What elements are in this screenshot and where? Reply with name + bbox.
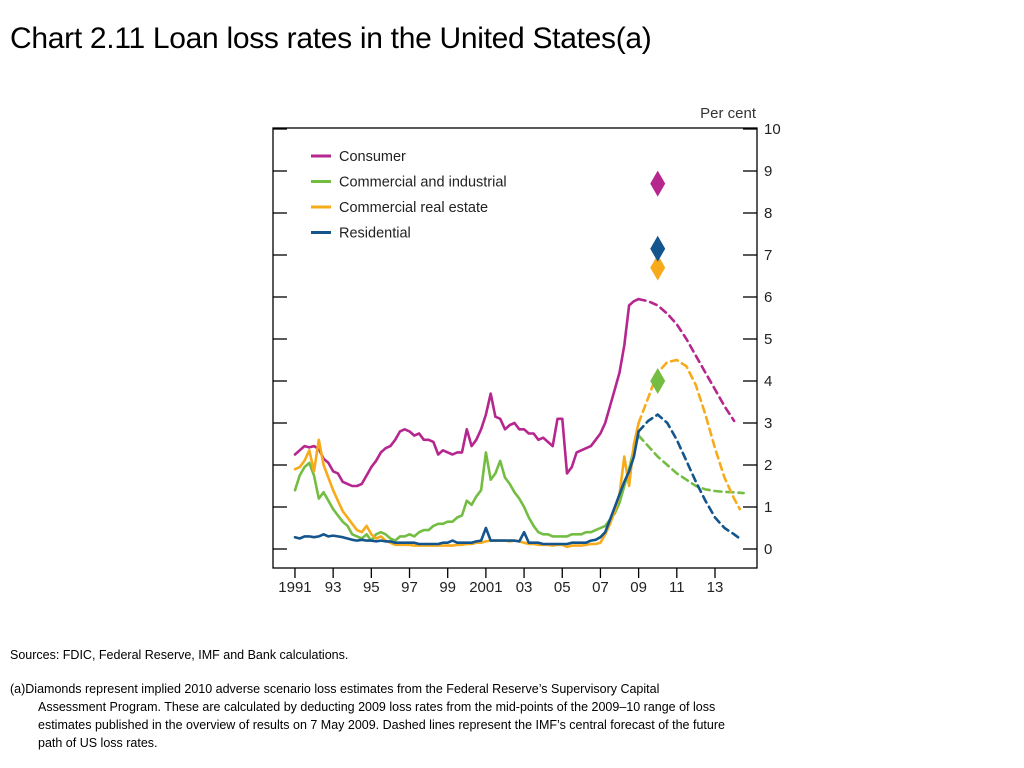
- series-line-consumer: [293, 297, 640, 488]
- x-tick-label: 07: [592, 579, 609, 596]
- plot-frame: [272, 127, 758, 569]
- y-tick-label: 9: [764, 163, 772, 180]
- y-tick-label: 2: [764, 457, 772, 474]
- scenario-diamond-residential: [650, 235, 666, 262]
- loan-loss-chart: 0 1 2 3 4 5 6 7 8 9 10 Per cent 1991 93 95 97 99 2001 03…: [272, 105, 781, 596]
- y-tick-label: 8: [764, 205, 772, 222]
- y-axis: 0 1 2 3 4 5 6 7 8 9 10: [273, 121, 781, 558]
- series-line-commercial-real-estate: [293, 421, 640, 549]
- y-tick-label: 4: [764, 373, 772, 390]
- y-tick-label: 7: [764, 247, 772, 264]
- footnote-a: (a)Diamonds represent implied 2010 adver…: [10, 680, 1014, 752]
- legend-label: Commercial real estate: [339, 200, 488, 216]
- forecast-line-residential: [637, 412, 742, 540]
- legend-label: Consumer: [339, 149, 406, 165]
- y-tick-label: 1: [764, 499, 772, 516]
- footnote-line: estimates published in the overview of r…: [38, 718, 725, 732]
- footnote-line: path of US loss rates.: [38, 736, 158, 750]
- series-line-commercial-and-industrial: [293, 434, 640, 542]
- x-tick-label: 97: [401, 579, 418, 596]
- forecast-line-commercial-and-industrial: [637, 434, 745, 495]
- sources-note: Sources: FDIC, Federal Reserve, IMF and …: [10, 648, 349, 662]
- scenario-diamond-commercial-real-estate: [650, 254, 666, 281]
- notes: Sources: FDIC, Federal Reserve, IMF and …: [10, 646, 1014, 752]
- legend-label: Residential: [339, 226, 411, 242]
- y-tick-label: 3: [764, 415, 772, 432]
- footnote-line: (a)Diamonds represent implied 2010 adver…: [10, 682, 660, 696]
- x-tick-label: 99: [439, 579, 456, 596]
- x-tick-label: 1991: [278, 579, 311, 596]
- x-tick-label: 95: [363, 579, 380, 596]
- footnote-line: Assessment Program. These are calculated…: [38, 700, 716, 714]
- x-tick-label: 2001: [469, 579, 502, 596]
- scenario-diamond-consumer: [650, 170, 666, 197]
- x-tick-label: 03: [516, 579, 533, 596]
- y-tick-label: 0: [764, 541, 772, 558]
- y-tick-label: 10: [764, 121, 781, 138]
- x-tick-label: 09: [630, 579, 647, 596]
- series-layer: [293, 170, 745, 549]
- x-tick-label: 11: [669, 579, 685, 596]
- x-tick-label: 93: [325, 579, 342, 596]
- x-tick-label: 05: [554, 579, 571, 596]
- y-tick-label: 6: [764, 289, 772, 306]
- forecast-line-consumer: [637, 297, 736, 423]
- series-line-residential: [293, 430, 640, 546]
- scenario-diamond-commercial-and-industrial: [650, 368, 666, 394]
- unit-label: Per cent: [700, 105, 757, 122]
- legend: Consumer Commercial and industrial Commerc…: [311, 149, 507, 242]
- legend-label: Commercial and industrial: [339, 175, 507, 191]
- x-axis: 1991 93 95 97 99 2001 03 05 07 09 11 13: [278, 568, 723, 596]
- chart-title: Chart 2.11 Loan loss rates in the United…: [10, 22, 652, 55]
- y-tick-label: 5: [764, 331, 772, 348]
- x-tick-label: 13: [707, 579, 724, 596]
